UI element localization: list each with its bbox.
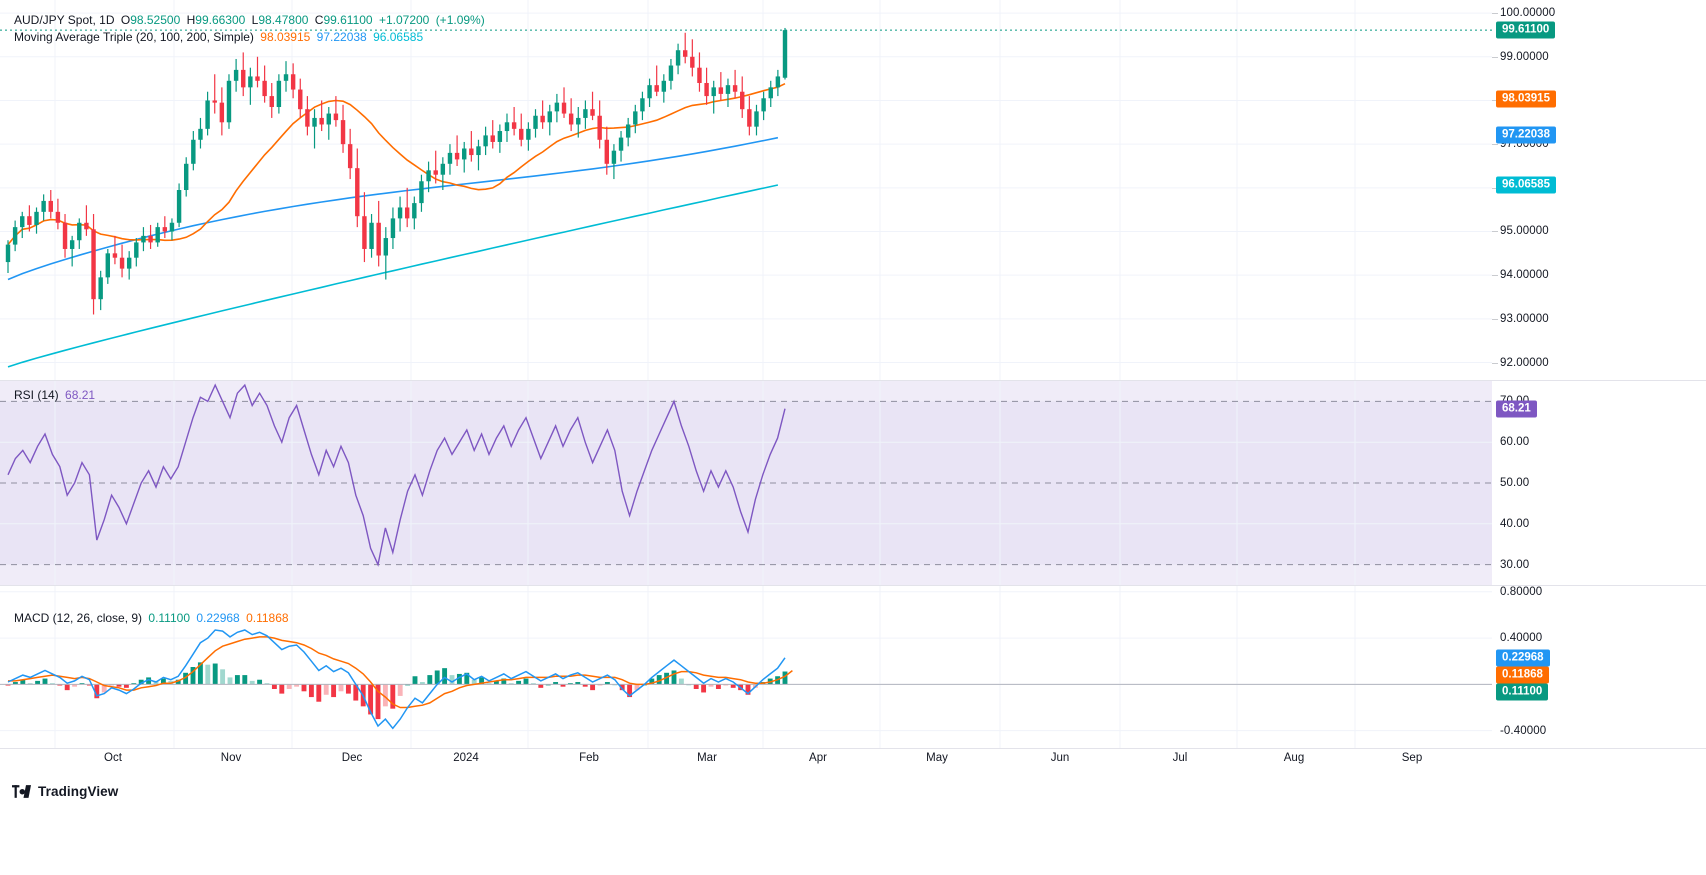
macd-axis-label: -0.40000 [1500,724,1547,737]
price-svg [0,0,1492,380]
macd-plot-area[interactable] [0,586,1492,748]
price-axis-tick [1492,144,1498,146]
price-plot-area[interactable] [0,0,1492,380]
time-axis-label[interactable]: Nov [220,752,242,764]
time-axis-label[interactable]: 2024 [453,752,479,764]
rsi-axis-label: 60.00 [1500,436,1530,449]
time-axis-label[interactable]: Sep [1401,752,1423,764]
ohlc-c-value: 99.61100 [323,13,373,27]
ohlc-l-label: L [251,13,259,27]
ohlc-c-label: C [314,13,324,27]
ohlc-h-label: H [186,13,196,27]
macd-axis-label: 0.80000 [1500,585,1543,598]
rsi-plot-area[interactable] [0,381,1492,585]
time-axis[interactable]: Oct Nov Dec 2024 Feb Mar Apr May Jun Jul Aug Sep [0,748,1706,784]
macd-signal-value: 0.11868 [246,611,289,625]
price-axis-tick [1492,187,1498,189]
time-axis-label[interactable]: Jul [1172,752,1188,764]
price-axis-label: 99.00000 [1500,50,1549,63]
price-axis-tick [1492,362,1498,364]
macd-histogram-value: 0.11100 [148,611,190,625]
pane-divider-price-rsi[interactable] [0,380,1706,381]
time-axis-label[interactable]: Oct [104,752,122,764]
price-change: +1.07200 [378,13,430,27]
rsi-legend-name: RSI (14) [14,388,59,402]
ohlc-h-value: 99.66300 [195,13,246,27]
symbol-title: AUD/JPY Spot, 1D [14,13,115,27]
macd-legend[interactable]: MACD (12, 26, close, 9) 0.11100 0.22968 … [14,611,289,625]
price-axis-badge[interactable]: 97.22038 [1496,126,1556,143]
price-axis-badge[interactable]: 96.06585 [1496,176,1556,194]
ohlc-l-value: 98.47800 [258,13,309,27]
rsi-axis-label: 30.00 [1500,558,1530,571]
price-axis-label: 100.00000 [1500,7,1556,20]
tradingview-logo[interactable]: TradingView [12,784,118,799]
macd-axis-badge[interactable]: 0.11868 [1496,666,1549,684]
rsi-legend[interactable]: RSI (14) 68.21 [14,388,95,402]
time-axis-label[interactable]: Apr [809,752,827,764]
macd-axis-badge[interactable]: 0.22968 [1496,649,1550,667]
macd-legend-name: MACD (12, 26, close, 9) [14,611,143,625]
tradingview-mark-icon [12,785,31,798]
time-axis-label[interactable]: Feb [579,752,599,764]
price-pane[interactable]: 100.0000099.0000098.0000097.0000096.0000… [0,0,1706,380]
macd-svg [0,586,1492,748]
ma100-value: 97.22038 [316,30,367,44]
price-axis-badge[interactable]: 98.03915 [1496,90,1556,108]
moving-average-legend[interactable]: Moving Average Triple (20, 100, 200, Sim… [14,30,423,44]
price-axis-tick [1492,13,1498,15]
price-axis-tick [1492,56,1498,58]
price-axis-label: 95.00000 [1500,225,1549,238]
time-axis-label[interactable]: Mar [697,752,717,764]
ohlc-o-label: O [120,13,131,27]
macd-axis-badge[interactable]: 0.11100 [1496,683,1549,701]
symbol-legend[interactable]: AUD/JPY Spot, 1D O98.52500 H99.66300 L98… [14,13,485,27]
rsi-axis-label: 50.00 [1500,477,1530,489]
price-axis-tick [1492,275,1498,277]
ma20-value: 98.03915 [260,30,311,44]
time-axis-label[interactable]: May [926,752,948,764]
macd-line-value: 0.22968 [196,611,240,625]
tradingview-brand-text: TradingView [38,784,119,799]
macd-pane[interactable]: 0.800000.400000.00000-0.400000.229680.11… [0,586,1706,748]
price-axis-tick [1492,231,1498,233]
price-axis-label: 92.00000 [1500,356,1549,369]
price-axis[interactable]: 100.0000099.0000098.0000097.0000096.0000… [1492,0,1706,380]
time-axis-label[interactable]: Aug [1283,752,1305,764]
price-axis-tick [1492,100,1498,102]
price-axis-label: 93.00000 [1500,312,1549,325]
rsi-value: 68.21 [65,388,96,402]
ma200-value: 96.06585 [373,30,424,44]
rsi-axis-label: 40.00 [1500,517,1530,530]
macd-axis[interactable]: 0.800000.400000.00000-0.400000.229680.11… [1492,586,1706,748]
time-axis-label[interactable]: Dec [341,752,363,764]
rsi-axis-badge[interactable]: 68.21 [1496,400,1537,418]
price-axis-tick [1492,318,1498,320]
chart-footer: TradingView [0,784,1706,875]
price-change-percent: (+1.09%) [435,13,485,27]
time-axis-divider [0,748,1706,749]
ma-legend-name: Moving Average Triple (20, 100, 200, Sim… [14,30,254,44]
rsi-svg [0,381,1492,585]
price-axis-badge[interactable]: 99.61100 [1496,21,1556,39]
price-axis-label: 94.00000 [1500,269,1549,282]
time-axis-label[interactable]: Jun [1050,752,1070,764]
macd-axis-label: 0.40000 [1500,632,1543,645]
pane-divider-rsi-macd[interactable] [0,585,1706,586]
ohlc-o-value: 98.52500 [130,13,181,27]
